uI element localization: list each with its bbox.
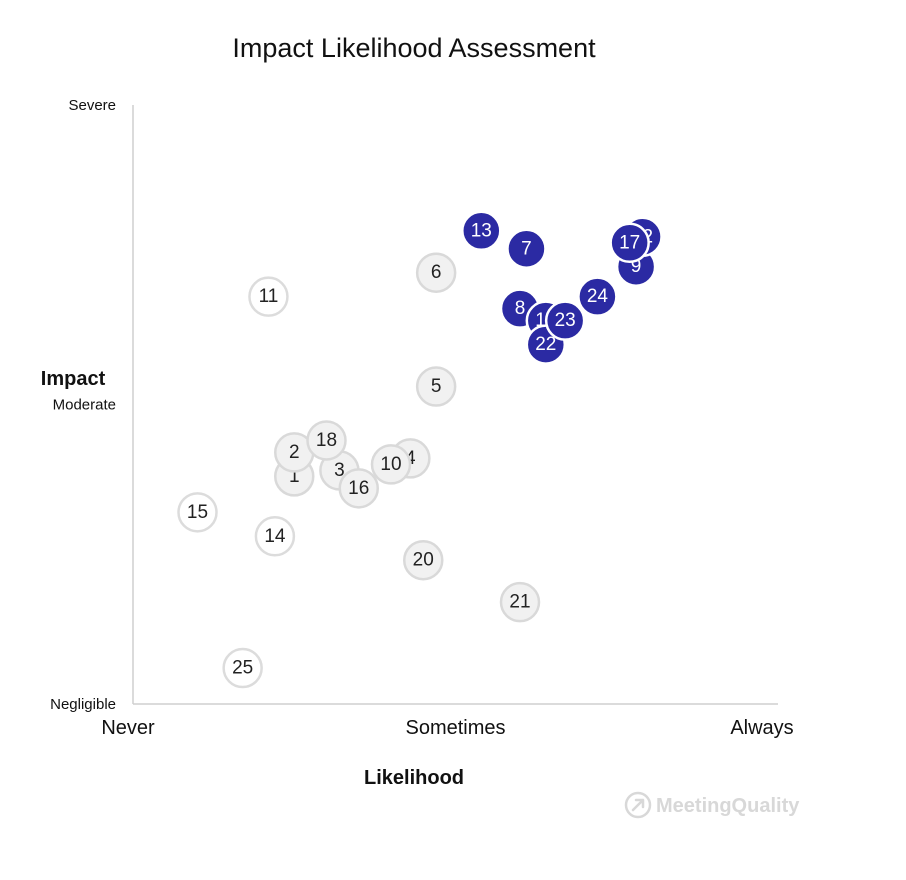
data-point[interactable]: 18 [306, 420, 347, 461]
x-tick-label: Always [730, 717, 793, 739]
data-point-marker [609, 222, 650, 264]
data-point-label: 15 [187, 502, 208, 523]
data-point-label: 14 [264, 526, 286, 547]
data-point[interactable]: 21 [499, 581, 541, 623]
data-point-label: 3 [334, 460, 345, 481]
data-point[interactable]: 17 [609, 222, 650, 264]
data-point-marker [403, 539, 444, 581]
data-point[interactable]: 11 [248, 276, 289, 317]
data-points: 1234561011141516182021257891213171922232… [177, 210, 663, 689]
data-point-label: 6 [431, 262, 442, 283]
y-tick-label: Severe [68, 97, 116, 114]
data-point[interactable]: 13 [461, 210, 502, 252]
data-point[interactable]: 25 [222, 647, 263, 689]
data-point-label: 1 [289, 466, 300, 487]
data-point-marker [248, 276, 289, 317]
data-point-marker [338, 468, 379, 509]
chart-title: Impact Likelihood Assessment [232, 33, 596, 63]
data-point-label: 20 [413, 550, 434, 571]
data-point-label: 10 [380, 454, 401, 475]
data-point-marker [415, 366, 457, 407]
data-point[interactable]: 10 [370, 444, 412, 485]
data-point-label: 11 [259, 286, 279, 307]
data-point-marker [177, 492, 218, 533]
data-point-label: 8 [515, 298, 526, 319]
y-tick-label: Negligible [50, 696, 116, 713]
data-point[interactable]: 20 [403, 539, 444, 581]
data-point-label: 7 [521, 238, 532, 259]
data-point-marker [577, 276, 618, 317]
data-point-label: 21 [509, 592, 530, 613]
data-point-label: 9 [631, 256, 642, 277]
data-point-marker [544, 300, 586, 341]
x-tick-label: Sometimes [405, 717, 505, 739]
watermark-text: MeetingQuality [656, 795, 800, 817]
data-point-label: 4 [405, 448, 416, 469]
data-point-marker [306, 420, 347, 461]
data-point[interactable]: 5 [415, 366, 457, 407]
y-tick-label: Moderate [53, 397, 116, 414]
x-tick-labels: Never Sometimes Always [101, 717, 793, 739]
data-point[interactable]: 23 [544, 300, 586, 341]
data-point-label: 22 [535, 334, 556, 355]
data-point-label: 5 [431, 376, 442, 397]
data-point-marker [222, 647, 263, 689]
data-point-marker [461, 210, 502, 252]
data-point-label: 16 [348, 478, 369, 499]
data-point[interactable]: 16 [338, 468, 379, 509]
data-point-marker [254, 516, 296, 557]
data-point[interactable]: 24 [577, 276, 618, 317]
data-point-label: 2 [289, 442, 300, 463]
data-point-label: 17 [619, 232, 640, 253]
data-point[interactable]: 14 [254, 516, 296, 557]
x-tick-label: Never [101, 717, 155, 739]
data-point[interactable]: 6 [415, 252, 457, 293]
y-tick-labels: Severe Moderate Negligible [50, 97, 116, 713]
watermark: MeetingQuality [624, 791, 800, 819]
x-axis-title: Likelihood [364, 767, 464, 789]
data-point-label: 24 [587, 286, 609, 307]
data-point-label: 23 [555, 310, 576, 331]
data-point-label: 13 [471, 220, 492, 241]
arrow-up-right-circle-icon [624, 791, 652, 819]
data-point[interactable]: 15 [177, 492, 218, 533]
data-point[interactable]: 7 [506, 228, 547, 270]
y-axis-title: Impact [41, 368, 106, 390]
data-point-marker [415, 252, 457, 293]
data-point-label: 25 [232, 658, 253, 679]
data-point[interactable]: 2 [274, 432, 315, 473]
data-point-marker [506, 228, 547, 270]
data-point-label: 18 [316, 430, 337, 451]
data-point-marker [370, 444, 412, 485]
data-point-marker [499, 581, 541, 623]
